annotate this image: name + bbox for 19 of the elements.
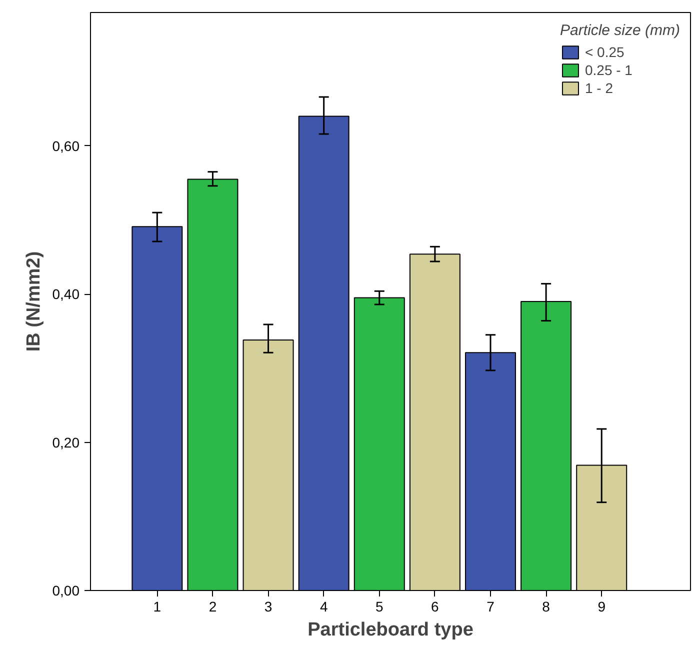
y-axis-title: IB (N/mm2): [23, 251, 44, 352]
legend-label: 1 - 2: [584, 80, 613, 96]
x-axis-title: Particleboard type: [308, 620, 474, 640]
x-tick-label: 1: [153, 598, 162, 614]
x-tick-label: 7: [486, 598, 495, 614]
x-tick-label: 5: [375, 598, 384, 614]
y-tick-label: 0,60: [52, 138, 80, 154]
legend-title: Particle size (mm): [560, 22, 680, 39]
y-tick-label: 0,00: [52, 582, 80, 598]
x-tick-label: 8: [542, 598, 550, 614]
legend-label: < 0.25: [584, 44, 624, 60]
x-tick-label: 3: [264, 598, 272, 614]
y-tick-label: 0,40: [52, 286, 80, 302]
y-tick-label: 0,20: [52, 434, 80, 450]
x-tick-label: 4: [320, 598, 328, 614]
x-tick-label: 2: [208, 598, 217, 614]
x-tick-label: 6: [431, 598, 440, 614]
x-tick-label: 9: [598, 598, 606, 614]
legend-label: 0.25 - 1: [584, 62, 632, 78]
